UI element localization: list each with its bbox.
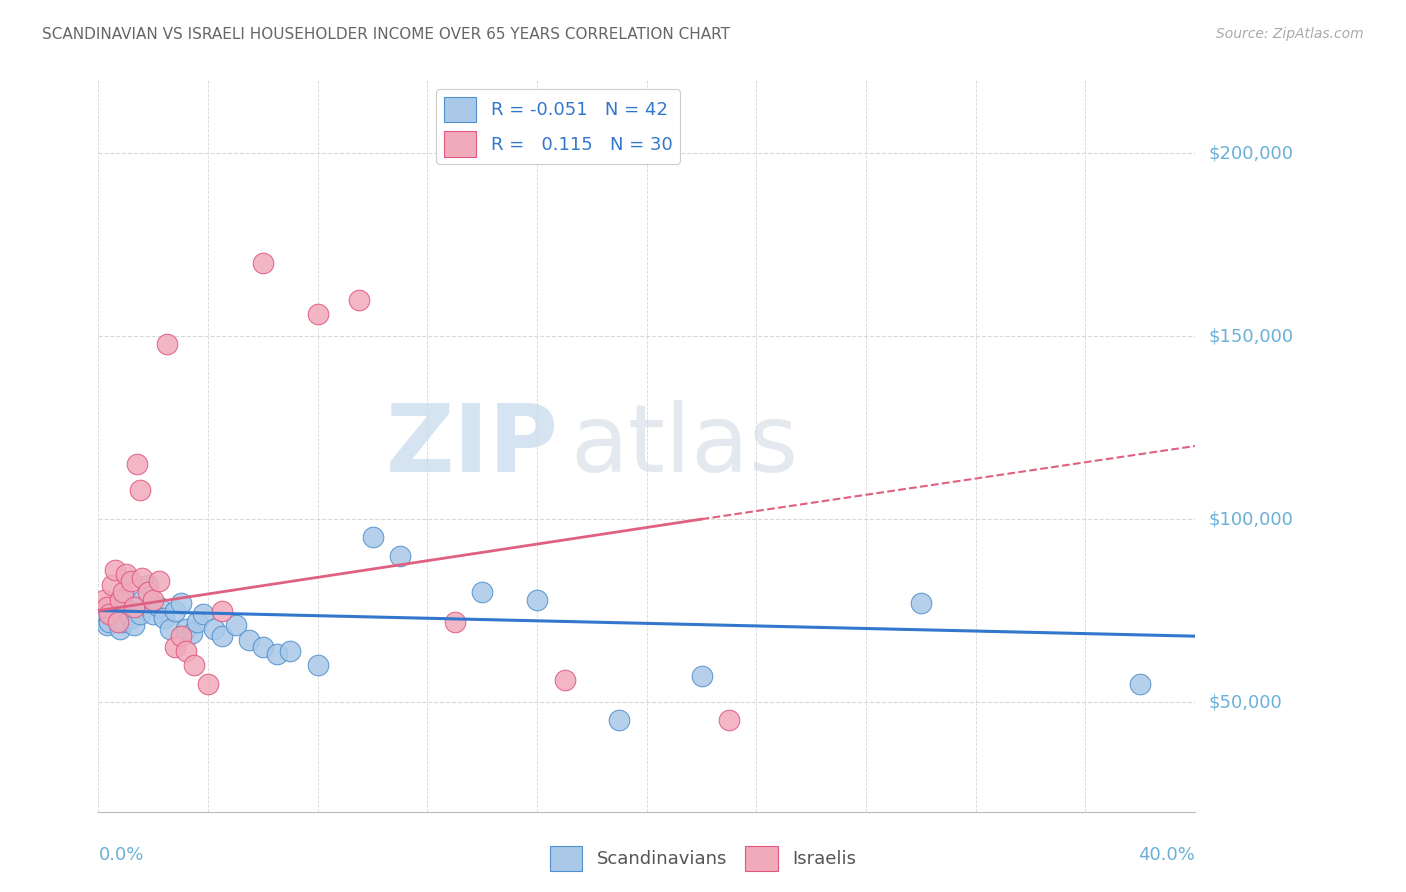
Point [307,658,329,673]
Point [347,293,370,307]
Point [93,592,115,607]
Point [191,607,214,622]
Point [211,629,233,643]
Point [225,618,247,632]
Point [115,592,138,607]
Point [718,714,741,728]
Point [101,578,124,592]
Point [131,592,153,607]
Point [170,629,193,643]
Point [122,618,145,632]
Point [252,256,274,270]
Text: ZIP: ZIP [387,400,560,492]
Point [170,596,193,610]
Point [444,615,467,629]
Point [910,596,932,610]
Point [122,599,145,614]
Text: $150,000: $150,000 [1209,327,1294,345]
Point [183,658,205,673]
Point [96,618,118,632]
Text: Source: ZipAtlas.com: Source: ZipAtlas.com [1216,27,1364,41]
Point [174,644,197,658]
Point [361,530,384,544]
Point [526,592,548,607]
Text: $100,000: $100,000 [1209,510,1294,528]
Text: 0.0%: 0.0% [98,847,143,864]
Point [388,549,412,563]
Point [120,611,142,625]
Point [112,585,135,599]
Text: $200,000: $200,000 [1209,145,1294,162]
Point [125,457,148,471]
Point [174,622,197,636]
Point [98,615,121,629]
Point [148,574,170,589]
Point [165,603,187,617]
Point [1129,676,1152,690]
Point [110,622,132,636]
Point [107,611,129,625]
Point [156,336,179,351]
Point [554,673,576,687]
Point [104,599,127,614]
Point [110,592,132,607]
Point [107,615,129,629]
Point [136,578,159,592]
Point [93,611,115,625]
Text: SCANDINAVIAN VS ISRAELI HOUSEHOLDER INCOME OVER 65 YEARS CORRELATION CHART: SCANDINAVIAN VS ISRAELI HOUSEHOLDER INCO… [42,27,730,42]
Point [120,574,142,589]
Point [202,622,225,636]
Point [252,640,274,655]
Point [131,571,153,585]
Point [117,603,139,617]
Point [128,607,150,622]
Point [186,615,208,629]
Point [142,592,165,607]
Point [128,483,150,497]
Point [148,599,170,614]
Point [280,644,302,658]
Point [609,714,631,728]
Point [180,625,202,640]
Point [238,632,260,647]
Text: atlas: atlas [569,400,799,492]
Point [307,307,329,321]
Point [101,607,124,622]
Point [98,607,121,622]
Point [266,648,288,662]
Point [104,563,127,577]
Point [136,585,159,599]
Point [96,599,118,614]
Point [197,676,219,690]
Point [142,607,165,622]
Point [690,669,713,683]
Text: 40.0%: 40.0% [1139,847,1195,864]
Point [153,611,176,625]
Point [125,599,148,614]
Point [112,615,135,629]
Point [159,622,181,636]
Point [471,585,494,599]
Point [165,640,187,655]
Legend: Scandinavians, Israelis: Scandinavians, Israelis [543,838,863,879]
Text: $50,000: $50,000 [1209,693,1282,711]
Legend: R = -0.051   N = 42, R =   0.115   N = 30: R = -0.051 N = 42, R = 0.115 N = 30 [436,89,679,164]
Point [211,603,233,617]
Point [115,567,138,582]
